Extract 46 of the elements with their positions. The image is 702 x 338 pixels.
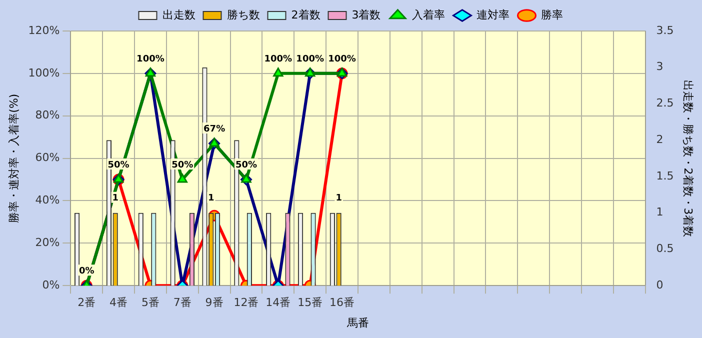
y-tick-label: 80% <box>35 108 60 122</box>
data-label: 100% <box>296 54 324 64</box>
legend-label: 入着率 <box>412 8 446 22</box>
legend-label: 連対率 <box>476 8 510 22</box>
data-label: 50% <box>172 160 194 170</box>
y-tick-label: 100% <box>28 66 60 80</box>
y-tick-label: 40% <box>35 194 60 207</box>
x-tick-label: 14番 <box>266 296 291 310</box>
x-tick-label: 2番 <box>78 296 96 310</box>
x-tick-label: 9番 <box>205 296 224 310</box>
legend-label: 勝ち数 <box>226 8 260 22</box>
x-tick-label: 15番 <box>298 296 323 310</box>
legend-label: 出走数 <box>162 8 196 22</box>
data-label: 1 <box>336 194 342 204</box>
y-tick-label: 60% <box>35 151 60 164</box>
y-tick-label: 0% <box>42 278 60 292</box>
y-tick-label: 20% <box>35 236 60 250</box>
y2-tick-label: 3.5 <box>656 24 674 37</box>
y2-tick-label: 0 <box>656 278 664 292</box>
x-tick-label: 4番 <box>110 296 128 310</box>
data-label: 50% <box>235 160 258 170</box>
data-label: 1 <box>208 194 214 204</box>
data-label: 67% <box>204 124 226 134</box>
x-tick-label: 5番 <box>141 296 160 310</box>
data-label: 100% <box>136 54 164 64</box>
data-label: 0% <box>78 266 94 276</box>
y2-tick-label: 2.5 <box>656 96 674 110</box>
y2-tick-label: 1 <box>656 206 664 219</box>
x-tick-label: 12番 <box>234 296 259 310</box>
y2-tick-label: 3 <box>656 60 664 74</box>
y2-tick-label: 0.5 <box>656 242 674 256</box>
legend-label: 勝率 <box>541 8 564 22</box>
legend-label: 3着数 <box>352 8 381 22</box>
x-tick-label: 7番 <box>173 296 192 310</box>
y2-axis-title: 出走数・勝ち数・2着数・3着数 <box>682 80 695 237</box>
y2-tick-label: 1.5 <box>656 169 674 182</box>
data-label: 50% <box>108 160 130 170</box>
y2-tick-label: 2 <box>656 132 664 146</box>
data-label: 100% <box>264 54 292 64</box>
data-label: 100% <box>328 54 356 64</box>
x-axis-title: 馬番 <box>346 316 369 330</box>
data-label: 1 <box>112 194 118 204</box>
y-tick-label: 120% <box>28 24 60 37</box>
x-tick-label: 16番 <box>330 296 355 310</box>
legend-label: 2着数 <box>291 8 320 22</box>
y-axis-title: 勝率・連対率・入着率(%) <box>7 94 20 223</box>
